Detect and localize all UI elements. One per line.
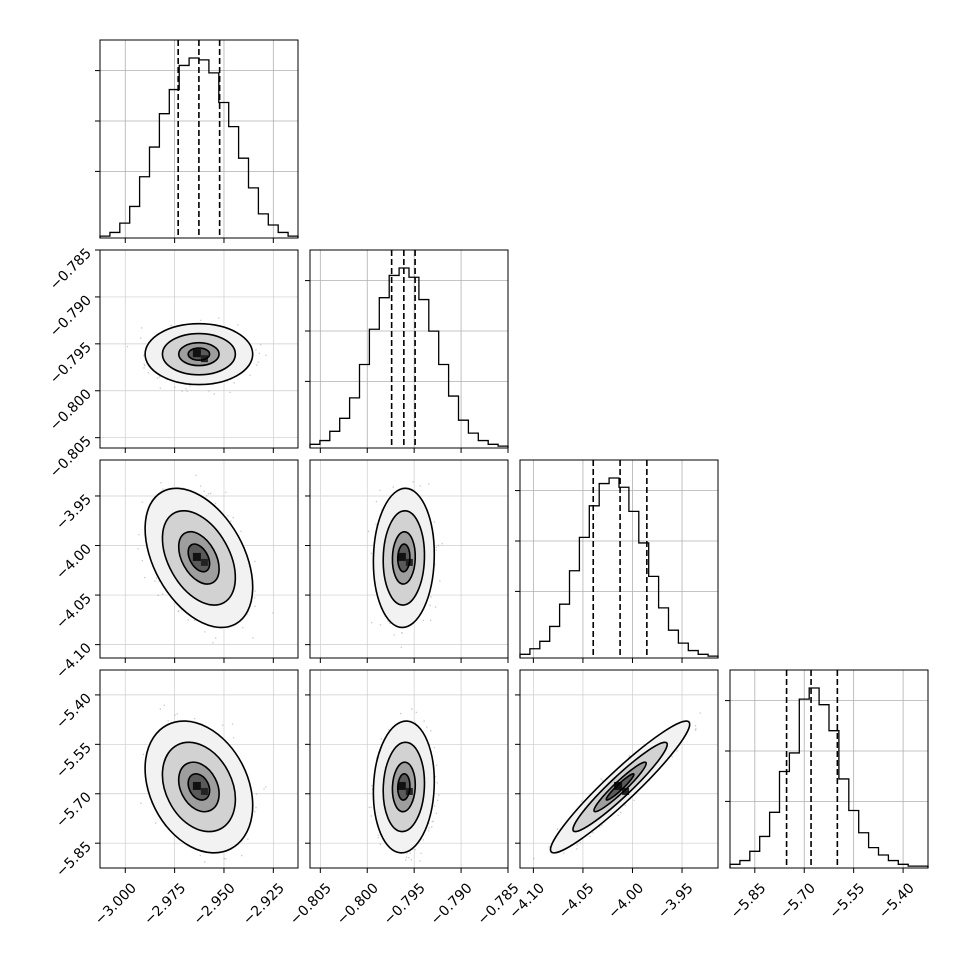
panel-p2-p3-contour-0 <box>372 487 436 629</box>
ytick-label-p3-0: −4.10 <box>53 640 95 682</box>
ytick-label-p4-2: −5.55 <box>53 740 95 782</box>
panel-p1-p3-core-cell-0 <box>192 552 201 561</box>
panel-p2-p4-contour-3 <box>396 773 411 801</box>
panel-p2-p4 <box>310 670 508 868</box>
ytick-label-p4-1: −5.70 <box>53 789 95 831</box>
xtick-label-p2-3: −0.790 <box>428 880 476 928</box>
hist-p3-frame <box>519 459 719 659</box>
panel-p1-p2-frame <box>99 249 299 449</box>
ytick-label-p3-1: −4.05 <box>53 591 95 633</box>
panel-p3-p4-contour-3 <box>605 773 635 801</box>
panel-p3-p4-core-cell-0 <box>614 781 623 790</box>
panel-p1-p4-contour-2 <box>177 761 220 813</box>
panel-p2-p3-contour-2 <box>391 530 417 585</box>
panel-p3-p4-contour-2 <box>593 761 648 813</box>
panel-p2-p3-contour-1 <box>382 509 426 606</box>
hist-p4 <box>725 670 929 868</box>
panel-p2-p3-core-cell-0 <box>397 552 406 561</box>
panel-p1-p2-contour-2 <box>177 341 220 367</box>
panel-p1-p4 <box>100 670 298 868</box>
panel-p1-p3-contour-3 <box>187 543 211 573</box>
ytick-label-p3-3: −3.95 <box>53 491 95 533</box>
hist-p4-steps <box>729 687 929 868</box>
ytick-label-p4-0: −5.85 <box>53 839 95 881</box>
panel-p1-p4-density-core <box>192 781 208 795</box>
hist-p4-frame <box>729 669 929 869</box>
panel-p3-p4-density-core <box>614 781 630 795</box>
panel-p1-p4-core-cell-1 <box>200 787 208 795</box>
xtick-label-p1-2: −2.950 <box>191 880 239 928</box>
hist-p3 <box>515 460 719 658</box>
panel-p2-p3-contour-3 <box>396 543 411 573</box>
panel-p1-p4-contour-3 <box>187 773 211 801</box>
hist-p3-steps <box>519 477 719 658</box>
xtick-label-p3-2: −4.00 <box>605 880 647 922</box>
panel-p1-p3-density-core <box>192 552 208 566</box>
ytick-label-p2-3: −0.790 <box>47 292 95 340</box>
panel-p1-p4-frame <box>99 669 299 869</box>
panel-p1-p3-contour-0 <box>144 487 254 629</box>
xtick-label-p1-3: −2.925 <box>240 880 288 928</box>
panel-p1-p2-contour-3 <box>187 347 211 362</box>
xtick-label-p4-2: −5.55 <box>827 880 869 922</box>
panel-p3-p4-contour-0 <box>549 720 691 854</box>
panel-p3-p4-frame <box>519 669 719 869</box>
hist-p1 <box>95 40 299 238</box>
panel-p2-p4-contour-1 <box>382 741 426 833</box>
panel-p1-p4-core-cell-0 <box>192 781 201 790</box>
panel-p1-p2 <box>100 250 298 448</box>
hist-p2 <box>305 250 509 448</box>
panel-p1-p3-contour-1 <box>161 509 237 606</box>
panel-p3-p4-core-cell-1 <box>622 787 630 795</box>
panel-p2-p4-contour-2 <box>391 761 417 813</box>
panel-p3-p4 <box>520 670 718 868</box>
panel-p2-p4-contour-0 <box>372 720 436 854</box>
panel-p1-p2-contour-1 <box>161 332 237 376</box>
ytick-label-p2-0: −0.805 <box>47 433 95 481</box>
panel-p1-p4-contour-1 <box>161 741 237 833</box>
panel-p2-p3-frame <box>309 459 509 659</box>
xtick-label-p2-2: −0.795 <box>381 880 429 928</box>
hist-p2-steps <box>309 267 509 448</box>
panel-p2-p3 <box>310 460 508 658</box>
xtick-label-p2-0: −0.805 <box>287 880 335 928</box>
ytick-label-p4-3: −5.40 <box>53 690 95 732</box>
xtick-label-p4-0: −5.85 <box>728 880 770 922</box>
panel-p1-p2-core-cell-0 <box>192 349 201 358</box>
panel-p1-p3 <box>100 460 298 658</box>
panel-p1-p3-contour-2 <box>177 530 220 585</box>
xtick-label-p3-3: −3.95 <box>655 880 697 922</box>
panel-p2-p4-frame <box>309 669 509 869</box>
xtick-label-p2-1: −0.800 <box>334 880 382 928</box>
xtick-label-p1-1: −2.975 <box>141 880 189 928</box>
panel-p1-p3-core-cell-1 <box>200 558 208 566</box>
hist-p1-frame <box>99 39 299 239</box>
xtick-label-p1-0: −3.000 <box>92 880 140 928</box>
ytick-label-p2-4: −0.785 <box>47 246 95 294</box>
xtick-label-p4-3: −5.40 <box>876 880 918 922</box>
ytick-label-p3-2: −4.00 <box>53 541 95 583</box>
panel-p3-p4-contour-1 <box>572 741 669 833</box>
ytick-label-p2-2: −0.795 <box>47 339 95 387</box>
panel-p1-p4-contour-0 <box>144 720 254 854</box>
hist-p2-frame <box>309 249 509 449</box>
xtick-label-p3-1: −4.05 <box>556 880 598 922</box>
panel-p1-p2-contour-0 <box>144 322 254 386</box>
xtick-label-p4-1: −5.70 <box>777 880 819 922</box>
panel-p2-p4-core-cell-0 <box>397 781 406 790</box>
panel-p1-p3-frame <box>99 459 299 659</box>
ytick-label-p2-1: −0.800 <box>47 386 95 434</box>
